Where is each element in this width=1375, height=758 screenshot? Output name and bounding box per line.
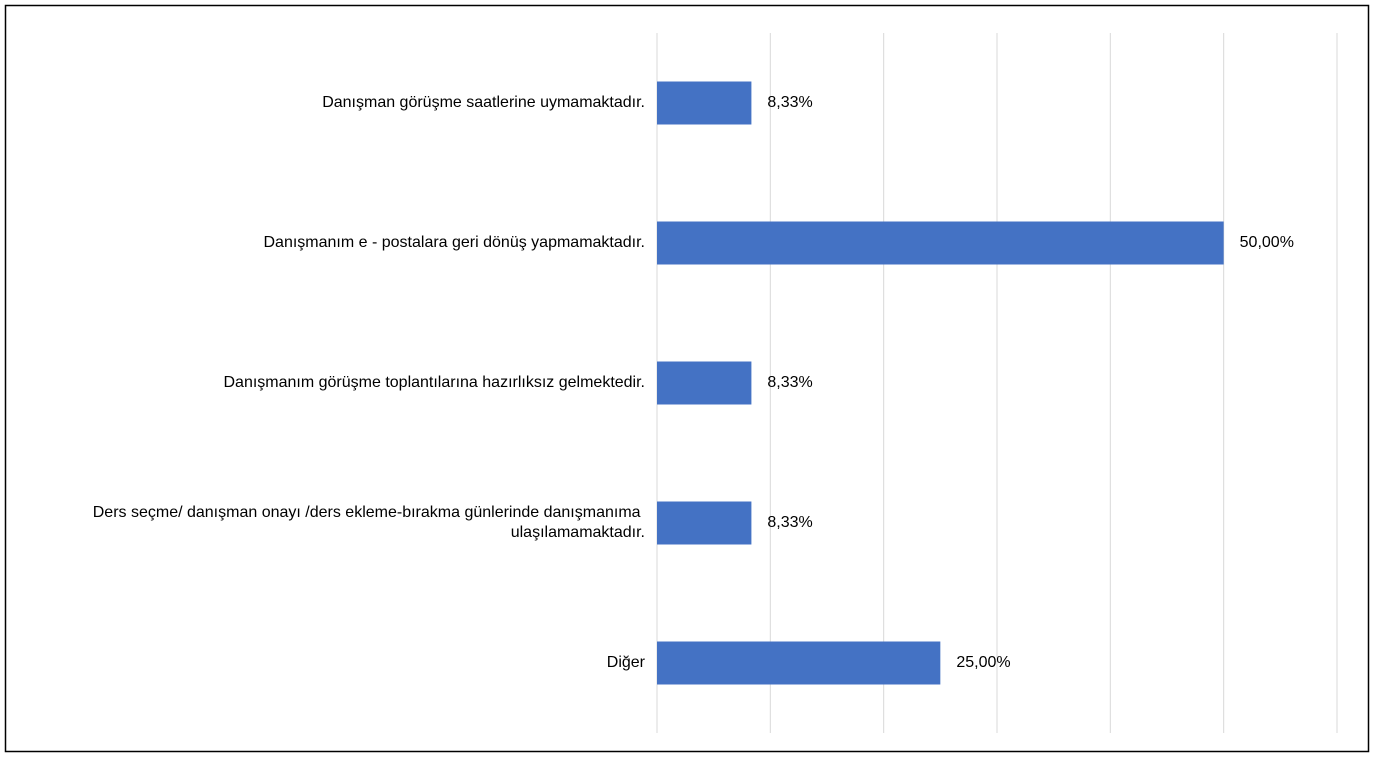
bar	[657, 221, 1224, 265]
y-tick-label: Ders seçme/ danışman onayı /ders ekleme-…	[93, 504, 645, 541]
y-tick-label: Danışmanım görüşme toplantılarına hazırl…	[223, 374, 645, 391]
data-label: 25,00%	[956, 654, 1010, 671]
data-label: 8,33%	[767, 94, 812, 111]
data-label: 8,33%	[767, 374, 812, 391]
bar	[657, 81, 752, 125]
bar	[657, 641, 941, 685]
bar	[657, 501, 752, 545]
y-tick-label: Danışman görüşme saatlerine uymamaktadır…	[322, 94, 645, 111]
bar	[657, 361, 752, 405]
y-tick-label: Diğer	[607, 654, 646, 671]
data-label: 50,00%	[1240, 234, 1294, 251]
y-tick-label: Danışmanım e - postalara geri dönüş yapm…	[263, 234, 645, 251]
data-label: 8,33%	[767, 514, 812, 531]
